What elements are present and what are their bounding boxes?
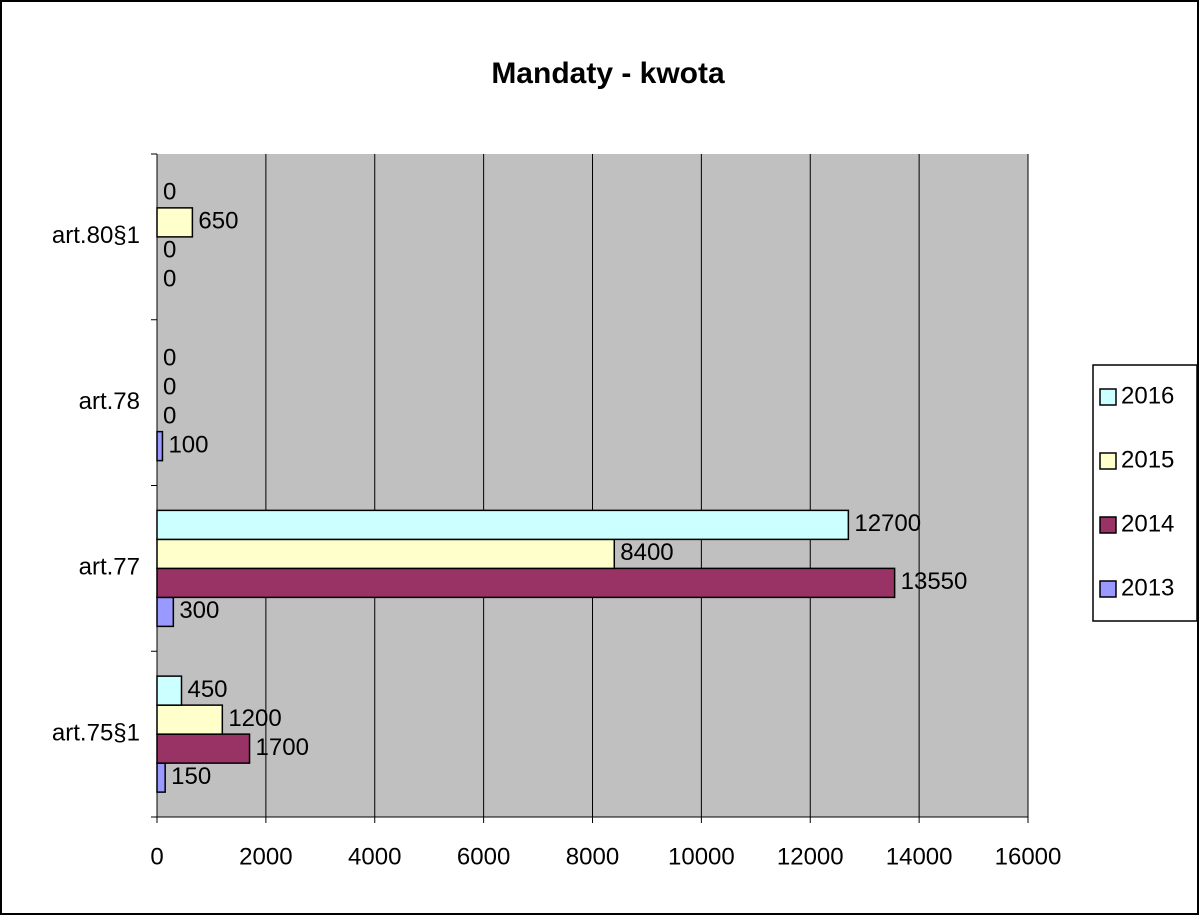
value-label: 0 [163, 179, 176, 206]
bar [156, 762, 166, 793]
y-tick-label: art.75§1 [52, 719, 140, 746]
legend-swatch [1099, 580, 1117, 598]
value-label: 0 [163, 266, 176, 293]
bar [156, 538, 616, 570]
x-tick-label: 6000 [457, 843, 510, 870]
y-tick-label: art.80§1 [52, 222, 140, 249]
value-label: 1200 [228, 705, 281, 732]
value-label: 100 [168, 431, 208, 458]
value-label: 0 [163, 344, 176, 371]
value-label: 12700 [854, 510, 921, 537]
x-tick-label: 0 [150, 843, 163, 870]
x-tick-label: 2000 [239, 843, 292, 870]
bar [156, 733, 251, 764]
value-label: 0 [163, 373, 176, 400]
legend-swatch [1099, 452, 1117, 470]
legend-label: 2015 [1121, 446, 1174, 473]
legend-label: 2014 [1121, 510, 1174, 537]
bar [156, 596, 175, 628]
value-label: 0 [163, 402, 176, 429]
value-label: 450 [187, 676, 227, 703]
bar [156, 509, 850, 541]
x-tick-label: 16000 [995, 843, 1062, 870]
legend-swatch [1099, 388, 1117, 406]
x-tick-label: 12000 [777, 843, 844, 870]
bar [156, 567, 896, 599]
y-tick-label: art.78 [79, 388, 140, 415]
bar [156, 675, 183, 706]
value-label: 300 [179, 597, 219, 624]
chart-title: Mandaty - kwota [491, 57, 725, 90]
bar [156, 207, 194, 238]
value-label: 650 [198, 208, 238, 235]
legend-label: 2013 [1121, 574, 1174, 601]
value-label: 1700 [256, 734, 309, 761]
legend-label: 2016 [1121, 382, 1174, 409]
bar [156, 430, 164, 462]
x-tick-label: 4000 [348, 843, 401, 870]
x-tick-label: 14000 [886, 843, 953, 870]
value-label: 150 [171, 763, 211, 790]
y-tick-label: art.77 [79, 554, 140, 581]
value-label: 13550 [901, 568, 968, 595]
bar [156, 704, 224, 735]
legend-box [1092, 364, 1198, 622]
value-label: 0 [163, 237, 176, 264]
x-tick-label: 8000 [566, 843, 619, 870]
x-tick-label: 10000 [668, 843, 735, 870]
legend-swatch [1099, 516, 1117, 534]
value-label: 8400 [620, 539, 673, 566]
